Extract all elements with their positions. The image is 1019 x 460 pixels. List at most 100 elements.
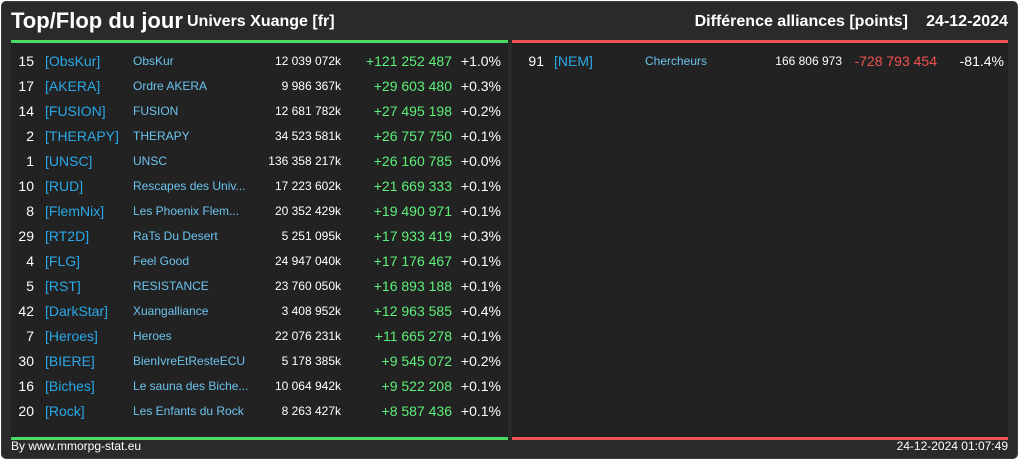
universe-label: Univers Xuange [fr] bbox=[187, 13, 335, 30]
alliance-points: 136 358 217k bbox=[268, 154, 341, 168]
alliance-row: 2 [THERAPY] THERAPY 34 523 581k +26 757 750 +… bbox=[11, 124, 508, 149]
alliance-row: 14 [FUSION] FUSION 12 681 782k +27 495 198 +0… bbox=[11, 99, 508, 124]
alliance-tag-link[interactable]: [FUSION] bbox=[45, 103, 106, 119]
alliance-points: 9 986 367k bbox=[281, 79, 341, 93]
percent-change: +0.2% bbox=[460, 103, 501, 119]
alliance-points: 17 223 602k bbox=[274, 179, 341, 193]
alliance-points: 12 039 072k bbox=[274, 54, 341, 68]
alliance-name-link[interactable]: Ordre AKERA bbox=[133, 79, 208, 93]
alliance-name-link[interactable]: Xuangalliance bbox=[133, 304, 209, 318]
alliance-name-link[interactable]: Les Phoenix Flem... bbox=[133, 204, 240, 218]
alliance-points: 5 178 385k bbox=[281, 354, 341, 368]
alliance-name-link[interactable]: Les Enfants du Rock bbox=[133, 404, 244, 418]
alliance-tag-link[interactable]: [AKERA] bbox=[45, 78, 101, 94]
points-difference: +29 603 480 bbox=[373, 78, 452, 94]
percent-change: -81.4% bbox=[959, 53, 1004, 69]
alliance-name-link[interactable]: Heroes bbox=[133, 329, 172, 343]
alliance-tag-link[interactable]: [NEM] bbox=[554, 53, 593, 69]
alliance-row: 20 [Rock] Les Enfants du Rock 8 263 427k +8 … bbox=[11, 399, 508, 424]
points-difference: +16 893 188 bbox=[373, 278, 452, 294]
alliance-name-link[interactable]: Le sauna des Biche... bbox=[133, 379, 249, 393]
alliance-tag-link[interactable]: [RT2D] bbox=[45, 228, 90, 244]
alliance-rank: 8 bbox=[26, 203, 34, 219]
alliance-tag-link[interactable]: [Biches] bbox=[45, 378, 95, 394]
alliance-rank: 14 bbox=[18, 103, 34, 119]
alliance-tag-link[interactable]: [Heroes] bbox=[45, 328, 98, 344]
points-difference: +9 545 072 bbox=[381, 353, 452, 369]
alliance-rank: 17 bbox=[18, 78, 34, 94]
alliance-tag-link[interactable]: [FLG] bbox=[45, 253, 81, 269]
points-difference: +21 669 333 bbox=[373, 178, 452, 194]
alliance-row: 30 [BIERE] BienIvreEtResteECU 5 178 385k +9 … bbox=[11, 349, 508, 374]
header-date: 24-12-2024 bbox=[926, 13, 1008, 30]
alliance-row: 5 [RST] RESISTANCE 23 760 050k +16 893 188 +0… bbox=[11, 274, 508, 299]
top-gainers-panel: 15 [ObsKur] ObsKur 12 039 072k +121 252 487 +… bbox=[11, 40, 508, 440]
alliance-points: 23 760 050k bbox=[274, 279, 341, 293]
alliance-row: 29 [RT2D] RaTs Du Desert 5 251 095k +17 933 … bbox=[11, 224, 508, 249]
alliance-points: 3 408 952k bbox=[281, 304, 341, 318]
points-difference: +27 495 198 bbox=[373, 103, 452, 119]
alliance-row: 10 [RUD] Rescapes des Univ... 17 223 602k +2… bbox=[11, 174, 508, 199]
alliance-row: 1 [UNSC] UNSC 136 358 217k +26 160 785 +0.0% bbox=[11, 149, 508, 174]
alliance-row: 15 [ObsKur] ObsKur 12 039 072k +121 252 487 +… bbox=[11, 49, 508, 74]
alliance-tag-link[interactable]: [ObsKur] bbox=[45, 53, 101, 69]
alliance-tag-link[interactable]: [THERAPY] bbox=[45, 128, 119, 144]
alliance-tag-link[interactable]: [RST] bbox=[45, 278, 81, 294]
top-losers-panel: 91 [NEM] Chercheurs 166 806 973 -728 793 454… bbox=[512, 40, 1008, 440]
percent-change: +0.3% bbox=[460, 78, 501, 94]
points-difference: +26 757 750 bbox=[373, 128, 452, 144]
alliance-name-link[interactable]: ObsKur bbox=[133, 54, 174, 68]
points-difference: +17 933 419 bbox=[373, 228, 452, 244]
page-title: Top/Flop du jour bbox=[11, 8, 183, 33]
alliance-points: 8 263 427k bbox=[281, 404, 341, 418]
percent-change: +0.1% bbox=[460, 178, 501, 194]
percent-change: +0.1% bbox=[460, 203, 501, 219]
alliance-points: 166 806 973 bbox=[775, 54, 842, 68]
alliance-name-link[interactable]: Rescapes des Univ... bbox=[133, 179, 246, 193]
alliance-tag-link[interactable]: [RUD] bbox=[45, 178, 84, 194]
points-difference: +11 665 278 bbox=[374, 328, 452, 344]
alliance-rank: 15 bbox=[18, 53, 34, 69]
alliance-tag-link[interactable]: [UNSC] bbox=[45, 153, 93, 169]
alliance-name-link[interactable]: Feel Good bbox=[133, 254, 190, 268]
alliance-name-link[interactable]: FUSION bbox=[133, 104, 179, 118]
points-difference: +9 522 208 bbox=[381, 378, 452, 394]
alliance-tag-link[interactable]: [Rock] bbox=[45, 403, 85, 419]
percent-change: +0.1% bbox=[460, 328, 501, 344]
alliance-points: 10 064 942k bbox=[274, 379, 341, 393]
percent-change: +0.2% bbox=[460, 353, 501, 369]
alliance-rank: 91 bbox=[528, 53, 544, 69]
alliance-name-link[interactable]: RaTs Du Desert bbox=[133, 229, 218, 243]
alliance-name-link[interactable]: THERAPY bbox=[133, 129, 190, 143]
alliance-row: 17 [AKERA] Ordre AKERA 9 986 367k +29 603 48… bbox=[11, 74, 508, 99]
alliance-points: 34 523 581k bbox=[274, 129, 341, 143]
alliance-tag-link[interactable]: [BIERE] bbox=[45, 353, 95, 369]
percent-change: +0.3% bbox=[460, 228, 501, 244]
alliance-tag-link[interactable]: [DarkStar] bbox=[45, 303, 109, 319]
points-difference: -728 793 454 bbox=[854, 53, 937, 69]
alliance-row: 16 [Biches] Le sauna des Biche... 10 064 94… bbox=[11, 374, 508, 399]
points-difference: +8 587 436 bbox=[381, 403, 452, 419]
alliance-points: 5 251 095k bbox=[281, 229, 341, 243]
alliance-rank: 30 bbox=[18, 353, 34, 369]
alliance-row: 8 [FlemNix] Les Phoenix Flem... 20 352 429k… bbox=[11, 199, 508, 224]
alliance-row: 91 [NEM] Chercheurs 166 806 973 -728 793 454… bbox=[512, 49, 1008, 74]
alliance-points: 20 352 429k bbox=[274, 204, 341, 218]
alliance-name-link[interactable]: UNSC bbox=[133, 154, 168, 168]
alliance-name-link[interactable]: BienIvreEtResteECU bbox=[133, 354, 246, 368]
alliance-rank: 10 bbox=[18, 178, 34, 194]
percent-change: +0.1% bbox=[460, 128, 501, 144]
alliance-rank: 42 bbox=[18, 303, 34, 319]
percent-change: +0.1% bbox=[460, 403, 501, 419]
alliance-rank: 16 bbox=[18, 378, 34, 394]
alliance-name-link[interactable]: RESISTANCE bbox=[133, 279, 209, 293]
alliance-points: 22 076 231k bbox=[274, 329, 341, 343]
diff-label: Différence alliances [points] bbox=[694, 13, 908, 30]
percent-change: +0.1% bbox=[460, 378, 501, 394]
alliance-row: 7 [Heroes] Heroes 22 076 231k +11 665 278 +0.… bbox=[11, 324, 508, 349]
alliance-rank: 4 bbox=[26, 253, 34, 269]
points-difference: +121 252 487 bbox=[365, 53, 452, 69]
points-difference: +26 160 785 bbox=[373, 153, 452, 169]
alliance-tag-link[interactable]: [FlemNix] bbox=[45, 203, 105, 219]
